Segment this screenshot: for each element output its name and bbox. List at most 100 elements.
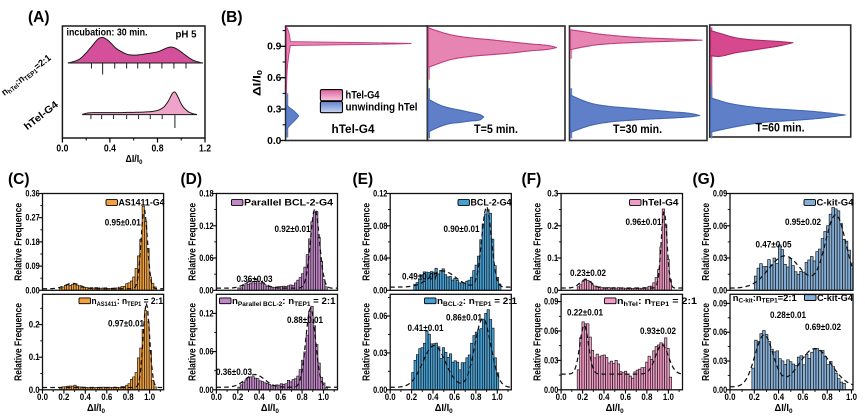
svg-text:0.0: 0.0 — [556, 392, 567, 403]
svg-text:0.4: 0.4 — [80, 392, 92, 403]
svg-text:nParallel BCL-2​: nTEP1​ = 2:1: nParallel BCL-2​: nTEP1​ = 2:1 — [232, 296, 336, 308]
svg-text:0.00: 0.00 — [373, 385, 387, 396]
svg-text:1.0: 1.0 — [663, 392, 674, 403]
svg-text:0.00: 0.00 — [373, 285, 387, 296]
svg-text:Relative Frequence: Relative Frequence — [532, 303, 543, 381]
svg-text:BCL-2-G4: BCL-2-G4 — [471, 198, 513, 209]
svg-text:hTel-G4: hTel-G4 — [332, 122, 375, 136]
svg-text:(A): (A) — [28, 9, 50, 26]
svg-text:1.2: 1.2 — [199, 144, 211, 155]
svg-text:0.03: 0.03 — [713, 356, 727, 367]
svg-text:0.00: 0.00 — [199, 385, 213, 396]
svg-text:T=60 min.: T=60 min. — [756, 121, 805, 135]
svg-text:0.06: 0.06 — [544, 326, 558, 337]
svg-text:0.18: 0.18 — [199, 189, 213, 200]
svg-text:0.8: 0.8 — [822, 392, 833, 403]
svg-text:0.18: 0.18 — [25, 237, 39, 248]
svg-text:0.47±0.05: 0.47±0.05 — [756, 239, 793, 250]
svg-text:0.90±0.01: 0.90±0.01 — [444, 224, 481, 235]
svg-text:0.06: 0.06 — [373, 311, 387, 322]
svg-text:0.36±0.03: 0.36±0.03 — [237, 274, 273, 285]
svg-text:0.6: 0.6 — [101, 392, 112, 403]
svg-text:0.03: 0.03 — [373, 348, 387, 359]
svg-text:nAS1411​: nTEP1​ = 2:1: nAS1411​: nTEP1​ = 2:1 — [92, 296, 164, 308]
svg-text:1.0: 1.0 — [846, 392, 857, 403]
svg-text:0.93±0.02: 0.93±0.02 — [640, 326, 676, 337]
svg-text:0.2: 0.2 — [547, 221, 558, 232]
svg-text:0.6: 0.6 — [620, 392, 631, 403]
svg-text:0.2: 0.2 — [406, 392, 417, 403]
svg-text:0.96±0.01: 0.96±0.01 — [626, 217, 663, 228]
svg-text:0.0: 0.0 — [385, 392, 396, 403]
svg-text:0.6: 0.6 — [275, 392, 286, 403]
svg-text:Relative Frequence: Relative Frequence — [701, 303, 712, 381]
svg-text:0.0: 0.0 — [56, 144, 68, 155]
svg-text:(C): (C) — [8, 171, 30, 188]
svg-text:0.97±0.01: 0.97±0.01 — [108, 318, 145, 329]
svg-text:0.88±0.01: 0.88±0.01 — [287, 315, 324, 326]
svg-text:Relative Frequence: Relative Frequence — [188, 203, 199, 281]
svg-text:pH 5: pH 5 — [176, 30, 197, 41]
svg-text:0.9: 0.9 — [267, 42, 282, 53]
svg-text:nC-kit​:nTEP1​=2:1: nC-kit​:nTEP1​=2:1 — [733, 293, 797, 305]
svg-text:0.2: 0.2 — [232, 392, 243, 403]
svg-text:0.27: 0.27 — [25, 213, 39, 224]
svg-text:Relative Frequence: Relative Frequence — [701, 203, 712, 281]
svg-text:0.00: 0.00 — [199, 285, 213, 296]
svg-text:0.1: 0.1 — [29, 352, 41, 363]
svg-text:C-kit-G4: C-kit-G4 — [817, 198, 855, 209]
svg-text:0.8: 0.8 — [470, 392, 481, 403]
svg-text:1.0: 1.0 — [318, 392, 329, 403]
svg-text:0.4: 0.4 — [428, 392, 440, 403]
svg-text:0.0: 0.0 — [29, 385, 40, 396]
svg-text:0.4: 0.4 — [599, 392, 611, 403]
svg-text:0.00: 0.00 — [544, 385, 558, 396]
svg-text:nBCL-2​: nTEP1​ = 2:1: nBCL-2​: nTEP1​ = 2:1 — [437, 296, 517, 308]
svg-text:0.8: 0.8 — [297, 392, 308, 403]
svg-text:0.12: 0.12 — [199, 221, 213, 232]
svg-text:0.09: 0.09 — [713, 298, 727, 309]
svg-text:0.36±0.03: 0.36±0.03 — [216, 367, 252, 378]
svg-text:1.0: 1.0 — [144, 392, 155, 403]
svg-text:0.28±0.01: 0.28±0.01 — [770, 310, 807, 321]
svg-text:0.95±0.02: 0.95±0.02 — [785, 217, 821, 228]
svg-text:0.03: 0.03 — [544, 355, 558, 366]
svg-text:C-kit-G4: C-kit-G4 — [817, 293, 854, 304]
svg-text:0.95±0.01: 0.95±0.01 — [105, 218, 142, 229]
svg-text:0.00: 0.00 — [25, 285, 39, 296]
svg-text:0.0: 0.0 — [211, 392, 222, 403]
svg-text:0.2: 0.2 — [749, 392, 760, 403]
svg-text:0.86±0.01: 0.86±0.01 — [446, 312, 483, 323]
svg-text:0.0: 0.0 — [725, 392, 736, 403]
svg-text:0.08: 0.08 — [373, 221, 387, 232]
svg-text:Relative Frequence: Relative Frequence — [14, 203, 25, 281]
svg-text:0.92±0.01: 0.92±0.01 — [275, 224, 312, 235]
svg-text:ΔI/I0​: ΔI/I0​ — [251, 70, 264, 96]
svg-text:0.8: 0.8 — [641, 392, 652, 403]
svg-text:0.6: 0.6 — [449, 392, 460, 403]
svg-text:0.0: 0.0 — [37, 392, 48, 403]
svg-text:0.12: 0.12 — [373, 189, 387, 200]
svg-text:0.0: 0.0 — [547, 285, 558, 296]
svg-text:0.4: 0.4 — [773, 392, 785, 403]
svg-text:0.6: 0.6 — [267, 73, 282, 84]
svg-text:Relative Frequence: Relative Frequence — [361, 303, 372, 381]
svg-text:0.0: 0.0 — [267, 136, 282, 147]
svg-text:0.2: 0.2 — [29, 320, 40, 331]
svg-text:0.8: 0.8 — [152, 144, 164, 155]
svg-text:0.06: 0.06 — [713, 221, 727, 232]
svg-text:0.06: 0.06 — [713, 327, 727, 338]
svg-text:Relative Frequence: Relative Frequence — [532, 203, 543, 281]
svg-text:0.49±0.07: 0.49±0.07 — [402, 271, 438, 282]
svg-text:T=5 min.: T=5 min. — [474, 122, 518, 136]
svg-text:(B): (B) — [221, 9, 243, 26]
svg-text:(F): (F) — [522, 171, 542, 188]
svg-text:0.69±0.02: 0.69±0.02 — [805, 322, 841, 333]
svg-text:ΔI/I0​: ΔI/I0​ — [126, 154, 143, 166]
svg-text:0.36: 0.36 — [25, 189, 39, 200]
svg-text:0.2: 0.2 — [58, 392, 69, 403]
svg-text:0.3: 0.3 — [547, 189, 558, 200]
svg-text:0.12: 0.12 — [199, 308, 213, 319]
svg-text:Parallel BCL-2-G4: Parallel BCL-2-G4 — [244, 198, 334, 209]
svg-text:0.09: 0.09 — [544, 297, 558, 308]
